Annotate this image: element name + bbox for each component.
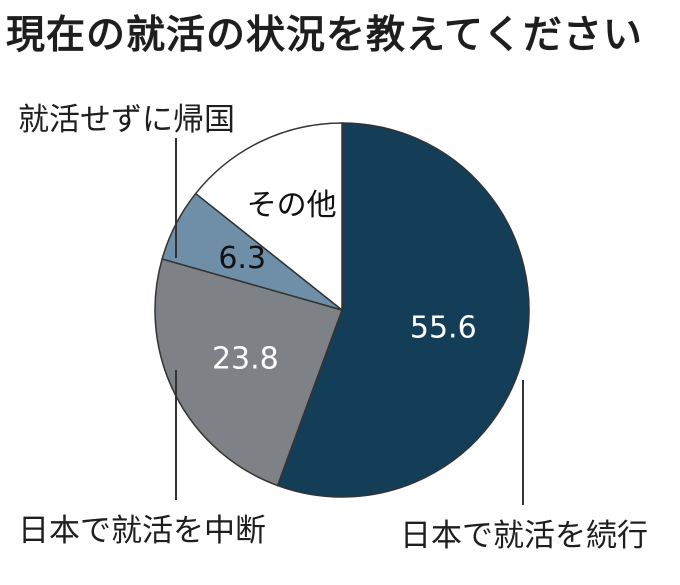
slice-continue-label: 55.6 [410,311,477,346]
callout-label-paused: 日本で就活を中断 [18,513,266,549]
slice-paused-label: 23.8 [212,342,279,377]
pie-slices [154,122,530,498]
slice-labels: 55.6 23.8 6.3 その他 [212,188,477,377]
callout-label-return-home: 就活せずに帰国 [18,102,235,138]
chart-title: 現在の就活の状況を教えてください [6,13,643,58]
slice-other-label: その他 [247,188,337,223]
callout-label-continue: 日本で就活を続行 [400,518,648,554]
slice-other [194,122,343,312]
slice-return-home-label: 6.3 [218,241,266,276]
leader-lines [175,138,524,505]
slice-continue [276,122,530,498]
